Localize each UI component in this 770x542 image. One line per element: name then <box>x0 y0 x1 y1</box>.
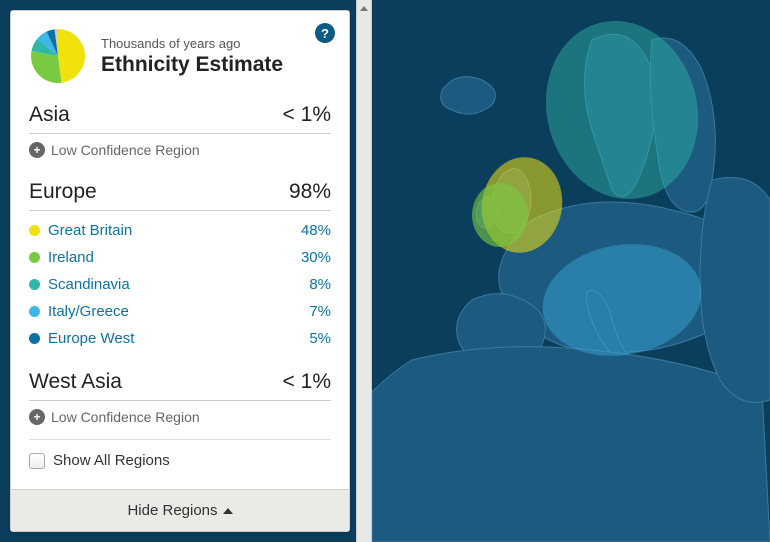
hide-regions-button[interactable]: Hide Regions <box>11 489 349 531</box>
region-percent: 98% <box>289 180 331 204</box>
ethnicity-percent: 48% <box>301 222 331 239</box>
ethnicity-dot-icon <box>29 225 40 236</box>
ethnicity-percent: 30% <box>301 249 331 266</box>
plus-icon: + <box>29 409 45 425</box>
ethnicity-item[interactable]: Great Britain 48% <box>29 217 331 244</box>
show-all-label: Show All Regions <box>53 452 170 469</box>
ethnicity-label: Scandinavia <box>48 276 130 293</box>
map-highlight-ireland[interactable] <box>472 183 528 247</box>
ethnicity-item[interactable]: Europe West 5% <box>29 325 331 352</box>
low-confidence-toggle[interactable]: + Low Confidence Region <box>29 401 331 429</box>
ethnicity-dot-icon <box>29 279 40 290</box>
low-confidence-toggle[interactable]: + Low Confidence Region <box>29 134 331 162</box>
help-icon[interactable]: ? <box>315 23 335 43</box>
ethnicity-panel: ? Thousands of years ago Ethnicity Estim… <box>10 10 350 532</box>
ethnicity-label: Europe West <box>48 330 134 347</box>
region-percent: < 1% <box>283 370 331 394</box>
map-region[interactable] <box>372 0 770 542</box>
panel-scrollbar[interactable] <box>356 0 372 542</box>
show-all-regions-toggle[interactable]: Show All Regions <box>29 439 331 479</box>
hide-regions-label: Hide Regions <box>127 502 217 519</box>
region-name: Europe <box>29 180 97 204</box>
ethnicity-dot-icon <box>29 252 40 263</box>
ethnicity-label: Great Britain <box>48 222 132 239</box>
region-row[interactable]: Europe 98% <box>29 172 331 211</box>
panel-subtitle: Thousands of years ago <box>101 36 283 51</box>
region-row[interactable]: West Asia < 1% <box>29 362 331 401</box>
region-name: West Asia <box>29 370 122 394</box>
region-name: Asia <box>29 103 70 127</box>
ethnicity-item[interactable]: Scandinavia 8% <box>29 271 331 298</box>
ethnicity-percent: 7% <box>309 303 331 320</box>
ethnicity-pie-icon <box>29 27 87 85</box>
region-row[interactable]: Asia < 1% <box>29 95 331 134</box>
chevron-up-icon <box>223 508 233 514</box>
scroll-up-arrow[interactable] <box>357 0 371 16</box>
ethnicity-dot-icon <box>29 306 40 317</box>
ethnicity-percent: 5% <box>309 330 331 347</box>
low-confidence-label: Low Confidence Region <box>51 409 200 425</box>
ethnicity-label: Ireland <box>48 249 94 266</box>
plus-icon: + <box>29 142 45 158</box>
ethnicity-percent: 8% <box>309 276 331 293</box>
ethnicity-label: Italy/Greece <box>48 303 129 320</box>
ethnicity-dot-icon <box>29 333 40 344</box>
ethnicity-item[interactable]: Ireland 30% <box>29 244 331 271</box>
panel-title: Ethnicity Estimate <box>101 53 283 77</box>
ethnicity-item[interactable]: Italy/Greece 7% <box>29 298 331 325</box>
region-percent: < 1% <box>283 103 331 127</box>
low-confidence-label: Low Confidence Region <box>51 142 200 158</box>
show-all-checkbox[interactable] <box>29 453 45 469</box>
